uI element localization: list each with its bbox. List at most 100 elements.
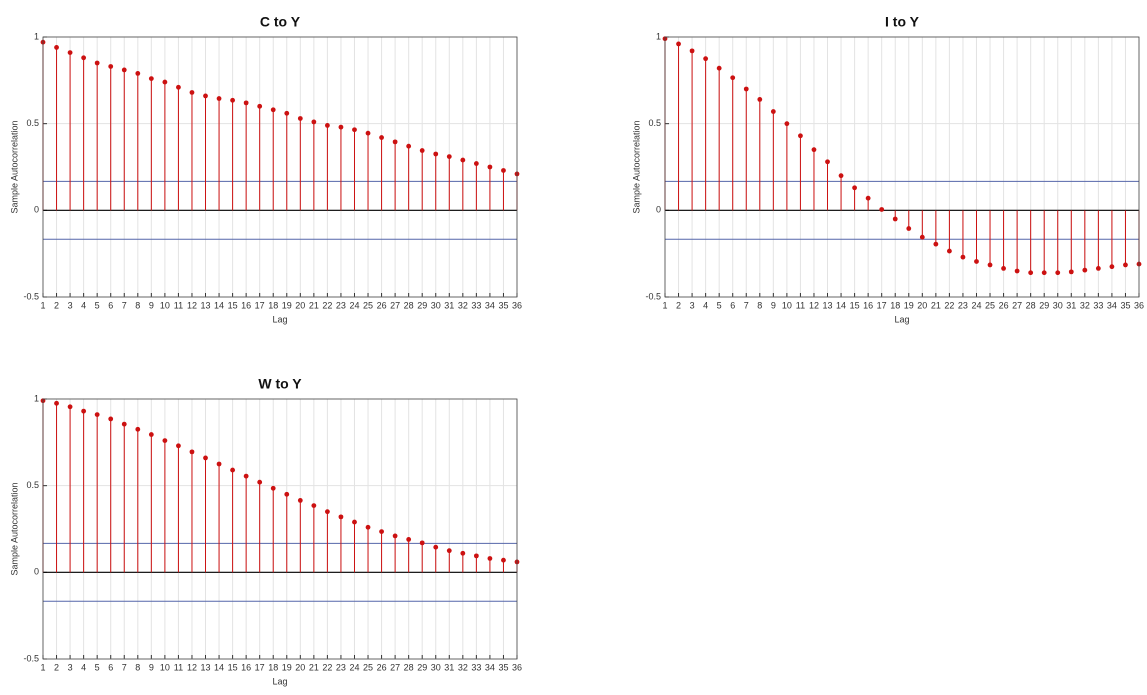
stem-marker <box>257 479 263 485</box>
x-tick-label: 24 <box>349 662 359 672</box>
x-tick-label: 29 <box>417 300 427 310</box>
x-tick-label: 9 <box>149 300 154 310</box>
y-axis-label: Sample Autocorrelation <box>631 120 641 213</box>
stem-marker <box>270 485 276 491</box>
y-tick-label: 0 <box>656 205 661 215</box>
x-tick-label: 22 <box>322 662 332 672</box>
stem-marker <box>176 84 181 90</box>
stem-marker <box>757 97 763 102</box>
stem-marker <box>1001 266 1006 271</box>
stem-marker <box>1082 267 1088 273</box>
y-tick-label: 0.5 <box>26 480 39 490</box>
stem-marker <box>1055 270 1061 276</box>
stem-marker <box>460 550 466 556</box>
stem-marker <box>838 173 844 179</box>
y-tick-label: 1 <box>34 393 39 403</box>
x-tick-label: 1 <box>40 662 45 672</box>
x-tick-label: 26 <box>999 300 1009 310</box>
stem-marker <box>135 71 141 76</box>
stem-marker <box>325 123 330 128</box>
x-tick-label: 34 <box>485 662 495 672</box>
x-tick-label: 27 <box>1012 300 1022 310</box>
stem-marker <box>81 55 87 61</box>
y-tick-label: -0.5 <box>23 653 39 663</box>
x-tick-label: 5 <box>95 300 100 310</box>
x-axis-label: Lag <box>894 314 909 324</box>
x-tick-label: 6 <box>108 300 113 310</box>
x-tick-label: 13 <box>201 300 211 310</box>
stem-marker <box>297 116 303 121</box>
y-tick-label: 0 <box>34 205 39 215</box>
stem-marker <box>473 553 479 559</box>
x-tick-label: 14 <box>836 300 846 310</box>
stem-marker <box>446 548 452 554</box>
stem-marker <box>770 109 776 114</box>
stem-marker <box>487 556 493 561</box>
x-tick-label: 8 <box>135 300 140 310</box>
x-tick-label: 2 <box>54 300 59 310</box>
x-tick-label: 2 <box>676 300 681 310</box>
chart-title: C to Y <box>260 14 301 30</box>
stem-marker <box>919 234 925 240</box>
stem-marker <box>365 524 371 530</box>
stem-marker <box>379 135 384 140</box>
x-tick-label: 15 <box>850 300 860 310</box>
stem-marker <box>419 540 425 546</box>
stem-marker <box>473 161 479 166</box>
plot-frame <box>42 398 518 660</box>
y-tick-label: 0 <box>34 567 39 577</box>
x-tick-label: 32 <box>1080 300 1090 310</box>
stem-marker <box>906 226 912 231</box>
x-tick-label: 3 <box>690 300 695 310</box>
x-tick-label: 36 <box>1134 300 1144 310</box>
stem-marker <box>433 544 439 550</box>
x-tick-label: 30 <box>431 662 441 672</box>
y-axis-label: Sample Autocorrelation <box>9 482 19 575</box>
stem-marker <box>189 90 195 95</box>
x-tick-label: 11 <box>174 662 183 672</box>
x-tick-label: 19 <box>282 300 292 310</box>
x-tick-label: 25 <box>985 300 995 310</box>
x-tick-label: 29 <box>417 662 427 672</box>
x-tick-label: 20 <box>295 300 305 310</box>
y-tick-label: -0.5 <box>645 291 661 301</box>
x-tick-label: 10 <box>160 300 170 310</box>
stem-marker <box>243 473 249 479</box>
plot-area <box>43 37 517 297</box>
stem-marker <box>689 48 695 54</box>
stem-marker <box>501 557 506 563</box>
y-tick-label: -0.5 <box>23 291 39 301</box>
stem-marker <box>108 416 114 422</box>
stem-marker <box>433 151 439 157</box>
stem-marker <box>879 207 885 212</box>
x-tick-label: 29 <box>1039 300 1049 310</box>
stem-marker <box>852 185 857 191</box>
x-tick-label: 7 <box>122 662 127 672</box>
stem-marker <box>311 503 317 508</box>
x-tick-label: 6 <box>108 662 113 672</box>
stem-marker <box>338 124 344 130</box>
x-tick-label: 20 <box>917 300 927 310</box>
x-tick-label: 34 <box>1107 300 1117 310</box>
x-tick-label: 17 <box>877 300 887 310</box>
x-tick-label: 23 <box>336 300 346 310</box>
stem-marker <box>230 467 236 473</box>
stem-marker <box>297 498 303 503</box>
x-tick-label: 30 <box>1053 300 1063 310</box>
stem-marker <box>1041 270 1047 276</box>
x-tick-label: 23 <box>336 662 346 672</box>
stem-marker <box>176 443 181 449</box>
x-tick-label: 24 <box>971 300 981 310</box>
x-tick-label: 8 <box>757 300 762 310</box>
x-tick-label: 25 <box>363 300 373 310</box>
x-tick-label: 28 <box>404 662 414 672</box>
x-tick-label: 21 <box>309 662 319 672</box>
x-tick-label: 4 <box>81 300 86 310</box>
x-tick-label: 5 <box>717 300 722 310</box>
stem-marker <box>216 96 222 101</box>
stem-marker <box>338 514 344 520</box>
x-tick-label: 18 <box>268 662 278 672</box>
stem-marker <box>865 195 871 201</box>
x-tick-label: 30 <box>431 300 441 310</box>
x-tick-label: 27 <box>390 662 400 672</box>
